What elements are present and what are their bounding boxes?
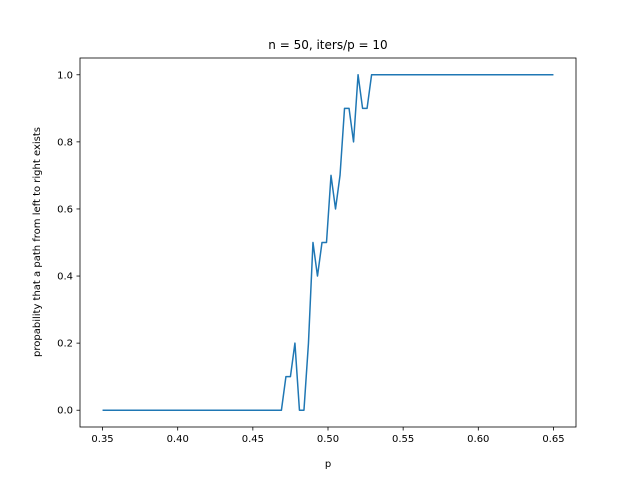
x-axis-label: p (325, 459, 331, 470)
y-tick-label-2: 0.4 (57, 272, 73, 283)
x-tick-label-4: 0.55 (392, 434, 414, 445)
series-line-0 (102, 74, 554, 411)
x-tick-label-0: 0.35 (91, 434, 113, 445)
y-tick-label-4: 0.8 (57, 137, 73, 148)
x-tick-label-3: 0.50 (317, 434, 339, 445)
y-axis-label: propability that a path from left to rig… (32, 127, 43, 357)
x-tick-label-2: 0.45 (242, 434, 264, 445)
x-tick-label-6: 0.65 (542, 434, 564, 445)
plot-area: 0.35 0.40 0.45 0.50 0.55 0.60 0.65 0.0 0.2 0.4 0.6… (57, 57, 577, 445)
x-tick-label-1: 0.40 (167, 434, 189, 445)
y-tick-label-0: 0.0 (57, 406, 73, 417)
y-tick-label-1: 0.2 (57, 339, 73, 350)
y-tick-label-5: 1.0 (57, 70, 73, 81)
x-tick-label-5: 0.60 (467, 434, 489, 445)
chart-title: n = 50, iters/p = 10 (268, 38, 387, 52)
y-tick-label-3: 0.6 (57, 204, 73, 215)
